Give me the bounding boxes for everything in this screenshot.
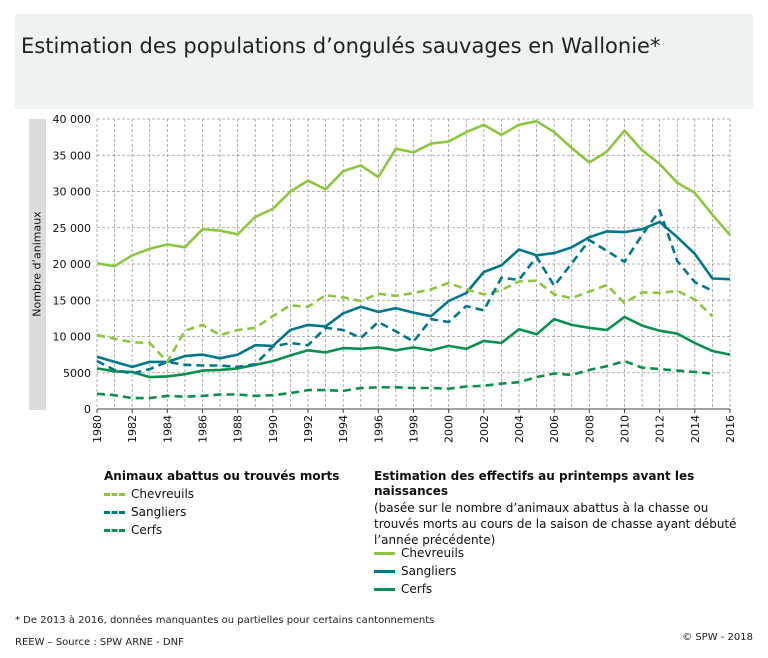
x-tick-label: 2002 xyxy=(478,415,491,443)
legend-label: Sangliers xyxy=(401,564,457,578)
x-tick-label: 2004 xyxy=(513,415,526,443)
x-tick-label: 1986 xyxy=(197,415,210,443)
series-line-cerfs-estimation xyxy=(96,315,731,379)
legend-heading-abattus: Animaux abattus ou trouvés morts xyxy=(104,469,340,483)
y-tick-label: 25 000 xyxy=(53,222,92,235)
solid-line-swatch-icon xyxy=(374,587,395,591)
series-line-cerfs-abattus xyxy=(96,359,713,400)
y-axis-label-band xyxy=(29,119,46,410)
copyright: © SPW - 2018 xyxy=(682,632,753,643)
dashed-line-swatch-icon xyxy=(104,510,125,514)
dashed-line-swatch-icon xyxy=(104,492,125,496)
line-chart: 0 5000 10 000 15 000 20 000 25 000 30 000 35 00… xyxy=(53,113,738,443)
x-tick-label: 2008 xyxy=(583,415,596,443)
x-tick-label: 1994 xyxy=(337,415,350,443)
legend-label: Cerfs xyxy=(401,582,433,596)
y-tick-label: 30 000 xyxy=(53,186,92,199)
y-tick-label: 40 000 xyxy=(53,113,92,126)
x-tick-label: 2012 xyxy=(654,415,667,443)
x-tick-label: 2010 xyxy=(619,415,632,443)
y-tick-label: 20 000 xyxy=(53,258,92,271)
y-tick-label: 5000 xyxy=(63,367,91,380)
dashed-line-swatch-icon xyxy=(104,528,125,532)
footnote: * De 2013 à 2016, données manquantes ou … xyxy=(15,615,435,626)
legend-label: Chevreuils xyxy=(401,546,465,560)
legend-label: Chevreuils xyxy=(131,487,195,501)
legend-item-cerfs-dashed: Cerfs xyxy=(104,523,162,537)
series-line-sangliers-abattus xyxy=(96,209,713,375)
solid-line-swatch-icon xyxy=(374,551,395,555)
x-tick-label: 1984 xyxy=(161,415,174,443)
x-tick-label: 2016 xyxy=(724,415,737,443)
x-tick-label: 1996 xyxy=(372,415,385,443)
x-tick-label: 1990 xyxy=(267,415,280,443)
title-banner xyxy=(15,14,753,109)
solid-line-swatch-icon xyxy=(374,569,395,573)
x-tick-label: 2000 xyxy=(443,415,456,443)
y-tick-label: 35 000 xyxy=(53,149,92,162)
legend-item-sangliers-dashed: Sangliers xyxy=(104,505,186,519)
chart-title: Estimation des populations d’ongulés sau… xyxy=(21,34,661,58)
y-tick-label: 0 xyxy=(84,403,91,416)
series-line-chevreuils-abattus xyxy=(96,279,714,364)
x-tick-label: 2014 xyxy=(689,415,702,443)
x-tick-label: 2006 xyxy=(548,415,561,443)
x-tick-label: 1982 xyxy=(126,415,139,443)
legend-item-chevreuils-dashed: Chevreuils xyxy=(104,487,194,501)
series-line-sangliers-estimation xyxy=(96,220,731,369)
x-tick-label: 1988 xyxy=(232,415,245,443)
y-tick-label: 10 000 xyxy=(53,331,92,344)
y-tick-label: 15 000 xyxy=(53,294,92,307)
legend-item-sangliers-solid: Sangliers xyxy=(374,564,456,578)
series-line-chevreuils-estimation xyxy=(96,119,731,268)
legend-subtext: (basée sur le nombre d’animaux abattus à… xyxy=(374,501,737,547)
legend-item-chevreuils-solid: Chevreuils xyxy=(374,546,464,560)
x-tick-label: 1998 xyxy=(408,415,421,443)
x-tick-label: 1992 xyxy=(302,415,315,443)
legend-label: Sangliers xyxy=(131,505,187,519)
legend-item-cerfs-solid: Cerfs xyxy=(374,582,432,596)
source-note: REEW – Source : SPW ARNE - DNF xyxy=(15,637,184,648)
x-tick-label: 1980 xyxy=(91,415,104,443)
legend-heading-estimation: Estimation des effectifs au printemps av… xyxy=(374,469,695,498)
legend-label: Cerfs xyxy=(131,523,163,537)
